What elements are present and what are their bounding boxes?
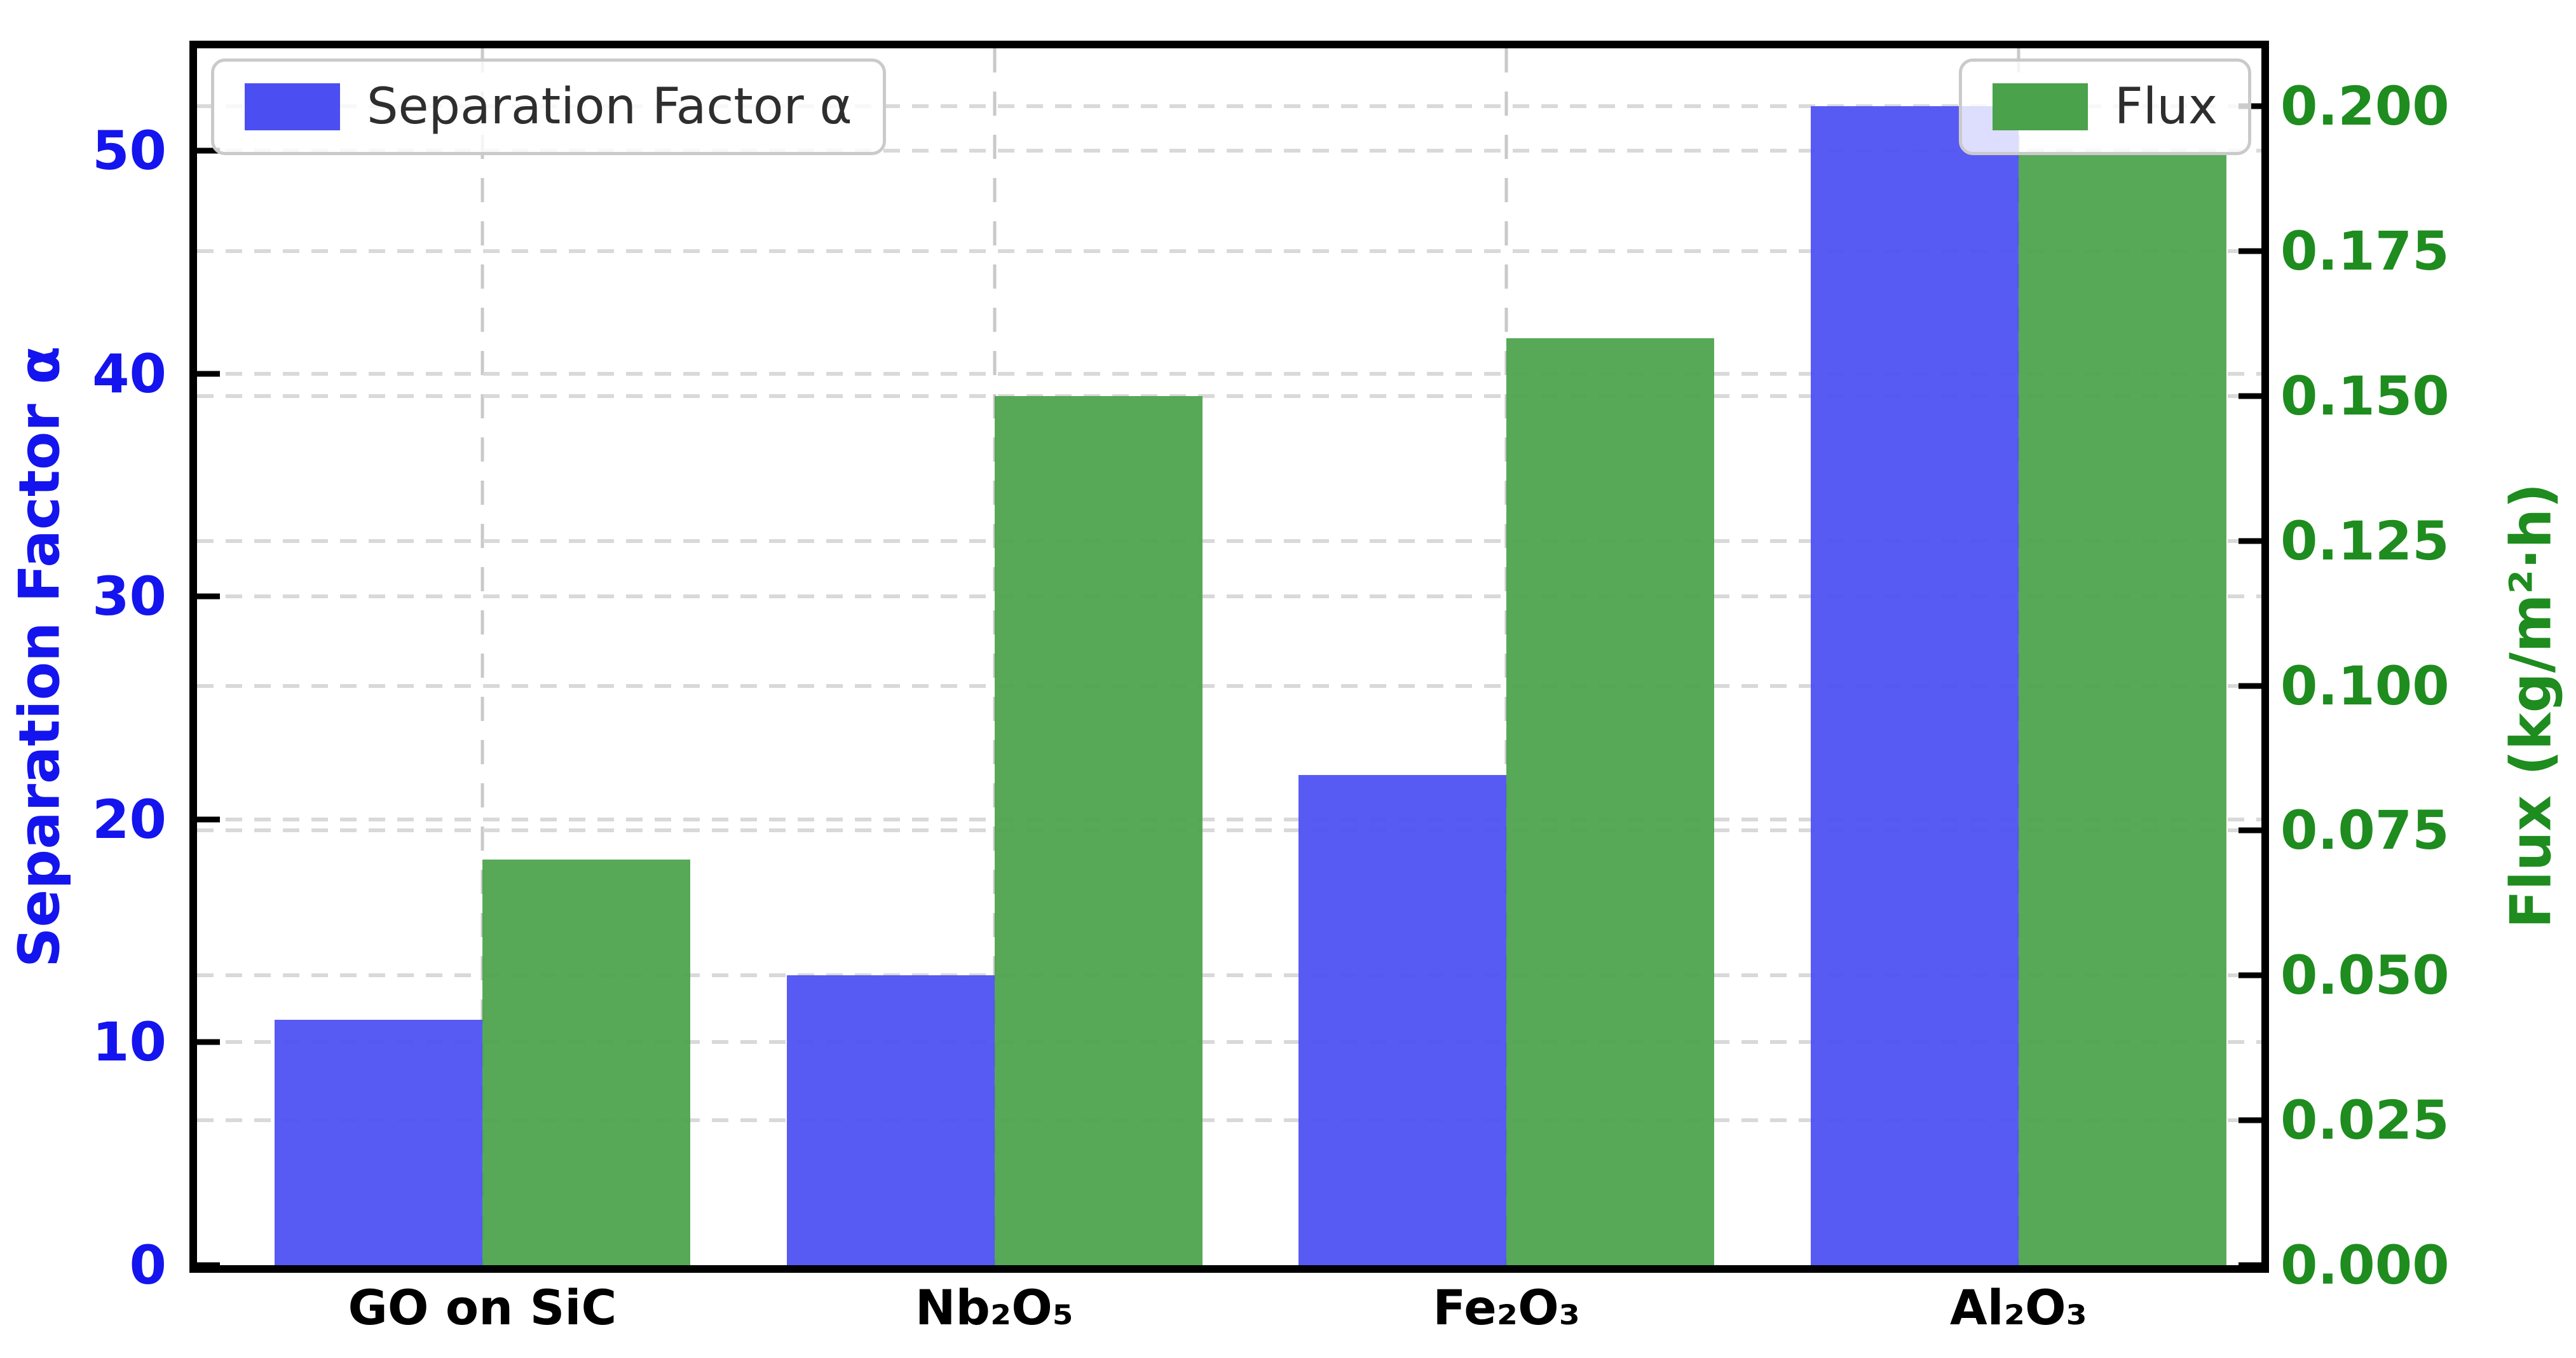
- left-axis-tick-label-20: 20: [92, 788, 167, 851]
- bar-alpha-go-on-sic: [274, 1020, 482, 1265]
- left-axis-tick-label-0: 0: [129, 1234, 167, 1296]
- gridline-right-0.175: [197, 249, 2261, 253]
- left-axis-tick-20: [197, 816, 220, 823]
- gridline-vertical-go-on-sic: [480, 48, 484, 1265]
- right-axis-tick-label-0.075: 0.075: [2280, 799, 2450, 862]
- bar-flux-nb-o: [994, 395, 1203, 1265]
- gridline-left-50: [197, 149, 2261, 153]
- left-axis-tick-30: [197, 593, 220, 600]
- right-axis-tick-label-0.025: 0.025: [2280, 1089, 2450, 1152]
- right-axis-tick-label-0.000: 0.000: [2280, 1234, 2450, 1296]
- gridline-right-0.2: [197, 104, 2261, 109]
- bar-flux-fe-o: [1506, 338, 1715, 1265]
- gridline-right-0.15: [197, 394, 2261, 398]
- bar-alpha-nb-o: [786, 975, 995, 1265]
- right-axis-tick-0.075: [2239, 827, 2261, 833]
- right-axis-tick-0.125: [2239, 538, 2261, 544]
- legend-patch-green: [1992, 83, 2088, 130]
- right-axis-tick-0.15: [2239, 393, 2261, 399]
- gridline-left-30: [197, 594, 2261, 599]
- x-axis-label-nb-o: Nb₂O₅: [915, 1279, 1074, 1336]
- right-axis-tick-label-0.125: 0.125: [2280, 509, 2450, 572]
- legend-label-separation-factor: Separation Factor α: [367, 78, 852, 135]
- legend-patch-blue: [245, 83, 340, 130]
- legend-flux: Flux: [1958, 58, 2251, 155]
- bar-alpha-al-o: [1810, 106, 2019, 1265]
- left-axis-tick-label-30: 30: [92, 565, 167, 628]
- right-axis-tick-label-0.150: 0.150: [2280, 364, 2450, 427]
- gridline-right-0.1: [197, 683, 2261, 688]
- left-axis-title: Separation Factor α: [6, 346, 72, 968]
- right-axis-tick-0.1: [2239, 683, 2261, 689]
- right-axis-tick-label-0.200: 0.200: [2280, 75, 2450, 138]
- right-axis-tick-0.05: [2239, 972, 2261, 978]
- left-axis-tick-label-40: 40: [92, 342, 167, 405]
- gridline-right-0.075: [197, 828, 2261, 833]
- gridline-right-0.125: [197, 538, 2261, 543]
- legend-label-flux: Flux: [2114, 78, 2218, 135]
- plot-area: Separation Factor α Flux: [189, 41, 2269, 1273]
- bar-alpha-fe-o: [1298, 774, 1507, 1265]
- left-axis-tick-10: [197, 1039, 220, 1045]
- right-axis-tick-0: [2239, 1262, 2261, 1265]
- right-axis-tick-label-0.050: 0.050: [2280, 944, 2450, 1007]
- left-axis-tick-50: [197, 147, 220, 154]
- right-axis-tick-0.025: [2239, 1117, 2261, 1123]
- right-axis-tick-label-0.100: 0.100: [2280, 654, 2450, 717]
- gridline-right-0.025: [197, 1118, 2261, 1123]
- bar-flux-go-on-sic: [482, 860, 690, 1265]
- bar-flux-al-o: [2018, 153, 2226, 1265]
- gridline-right-0.05: [197, 973, 2261, 978]
- right-axis-tick-label-0.175: 0.175: [2280, 220, 2450, 282]
- left-axis-tick-0: [197, 1262, 220, 1265]
- plot-inner: Separation Factor α Flux: [197, 48, 2261, 1265]
- x-axis-label-go-on-sic: GO on SiC: [348, 1279, 617, 1336]
- gridline-left-10: [197, 1040, 2261, 1045]
- x-axis-label-fe-o: Fe₂O₃: [1433, 1279, 1580, 1336]
- gridline-left-40: [197, 371, 2261, 376]
- left-axis-tick-label-50: 50: [92, 120, 167, 182]
- left-axis-tick-label-10: 10: [92, 1011, 167, 1074]
- right-axis-tick-0.175: [2239, 248, 2261, 254]
- gridline-left-20: [197, 817, 2261, 821]
- left-axis-tick-40: [197, 371, 220, 377]
- x-axis-label-al-o: Al₂O₃: [1949, 1279, 2087, 1336]
- legend-separation-factor: Separation Factor α: [211, 58, 886, 155]
